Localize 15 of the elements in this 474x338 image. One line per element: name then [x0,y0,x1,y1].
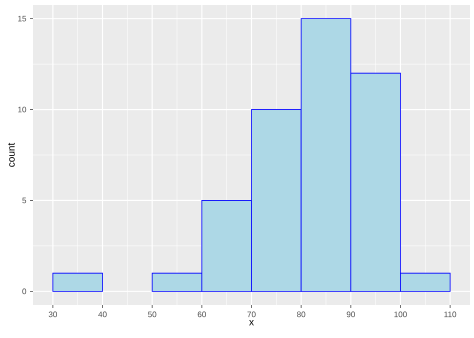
x-tick-label: 50 [148,312,156,318]
y-tick-label: 0 [22,288,26,294]
x-tick-label: 60 [198,312,206,318]
x-tick-label: 90 [346,312,355,318]
x-tick-label: 30 [48,312,58,318]
y-tick-label: 10 [18,106,26,112]
x-tick-label: 110 [444,312,456,318]
y-tick-label: 5 [22,198,26,204]
y-axis-title: count [8,142,15,167]
x-tick-label: 80 [297,312,306,318]
x-tick-label: 100 [394,312,407,318]
x-axis-title: x [249,320,254,326]
x-tick-label: 70 [247,312,256,318]
x-tick-label: 40 [98,312,107,318]
y-tick-label: 15 [18,16,26,22]
